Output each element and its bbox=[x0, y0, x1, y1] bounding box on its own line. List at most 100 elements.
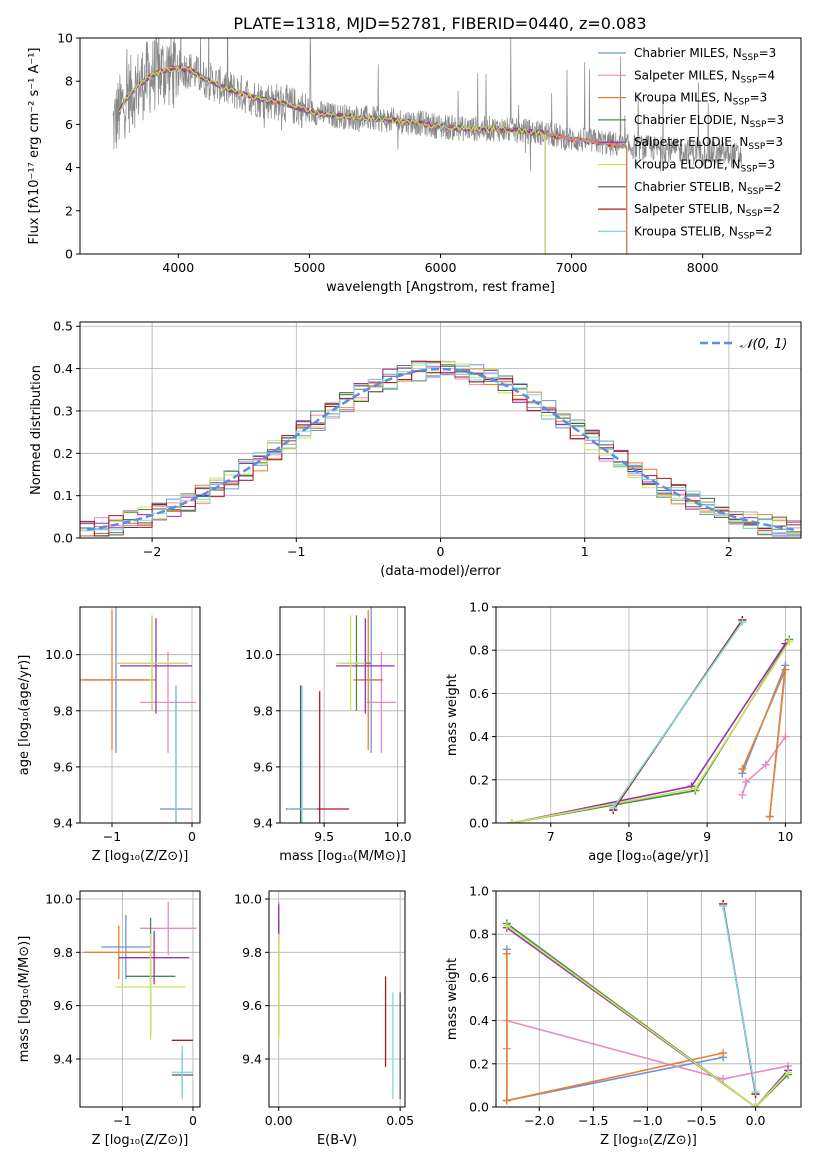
plot-age_z bbox=[80, 607, 196, 823]
marker-plus bbox=[719, 1074, 728, 1083]
axes-weight_z: −2.0 −1.5 −1.0 −0.5 0.0 0.0 0.2 0.4 0.6 0.8 1.0 Z [… bbox=[445, 884, 802, 1148]
marker-plus bbox=[738, 618, 747, 627]
chart-age_mass: 9.5 10.0 9.4 9.6 9.8 10.0 mass [log₁₀(M/M⊙)] bbox=[245, 606, 412, 864]
chart-mass_z: −1 0 9.4 9.6 9.8 10.0 Z [log₁₀(Z/Z⊙)] mass [log… bbox=[17, 890, 201, 1148]
series-kroupa_miles bbox=[738, 665, 790, 821]
tick-label-x: 5000 bbox=[294, 260, 326, 275]
series-salpeter_miles bbox=[738, 732, 790, 799]
tick-label-x: 0.05 bbox=[386, 1113, 414, 1128]
marker-plus bbox=[502, 1096, 511, 1105]
marker-plus bbox=[507, 819, 516, 823]
axes-weight_age: 7 8 9 10 0.0 0.2 0.4 0.6 0.8 1.0 age [log₁₀(age/yr… bbox=[445, 600, 802, 864]
grid-residuals bbox=[80, 322, 801, 539]
point-salpeter_miles bbox=[140, 901, 197, 955]
series-line bbox=[612, 621, 744, 809]
point-kroupa_stelib bbox=[171, 1045, 193, 1099]
plot-weight_z bbox=[502, 899, 793, 1107]
point-kroupa_miles bbox=[83, 925, 155, 979]
series-line bbox=[741, 669, 787, 817]
point-salpeter_miles bbox=[366, 651, 397, 753]
marker-plus bbox=[609, 803, 618, 812]
tick-label-x: −1 bbox=[103, 829, 121, 844]
tick-label-y: 6 bbox=[65, 117, 73, 132]
y-axis-label: mass weight bbox=[445, 958, 460, 1040]
marker-plus bbox=[738, 790, 747, 799]
tick-label-x: −1 bbox=[113, 1113, 131, 1128]
tick-label-y: 9.6 bbox=[242, 998, 262, 1013]
marker-plus bbox=[785, 637, 794, 646]
tick-label-y: 9.4 bbox=[242, 1052, 262, 1067]
point-kroupa_miles bbox=[80, 609, 156, 751]
series-chabrier_miles bbox=[502, 945, 728, 1105]
chart-residuals: −2 −1 0 1 2 0.0 0.1 0.2 0.3 0.4 0.5 (data-model)/er… bbox=[29, 319, 802, 579]
grid-weight_z bbox=[496, 890, 801, 1108]
tick-label-y: 0.8 bbox=[469, 643, 489, 658]
legend-entry: 𝒩(0, 1) bbox=[740, 337, 787, 352]
legend: Chabrier MILES, NSSP=3 Salpeter MILES, NS… bbox=[598, 46, 784, 241]
legend-entry: Salpeter MILES, NSSP=4 bbox=[634, 68, 775, 85]
tick-label-y: 9.4 bbox=[253, 816, 273, 831]
legend-entry: Salpeter STELIB, NSSP=2 bbox=[634, 202, 780, 219]
axes-mass_ebv: 0.00 0.05 9.4 9.6 9.8 10.0 E(B-V) bbox=[234, 890, 414, 1148]
marker-plus bbox=[781, 732, 790, 741]
tick-label-y: 1.0 bbox=[469, 600, 489, 615]
marker-plus bbox=[761, 760, 770, 769]
marker-plus bbox=[784, 1068, 793, 1077]
legend-entry: Kroupa ELODIE, NSSP=3 bbox=[634, 158, 775, 175]
tick-label-x: 7000 bbox=[556, 260, 588, 275]
axes-age_z: −1 0 9.4 9.6 9.8 10.0 Z [log₁₀(Z/Z⊙)] age [log₁… bbox=[17, 606, 201, 864]
tick-label-y: 10.0 bbox=[45, 892, 73, 907]
tick-label-x: 0.00 bbox=[265, 1113, 293, 1128]
x-axis-label: mass [log₁₀(M/M⊙)] bbox=[279, 849, 406, 864]
tick-label-y: 10.0 bbox=[245, 647, 273, 662]
tick-label-y: 0.2 bbox=[53, 446, 73, 461]
marker-plus bbox=[502, 921, 511, 930]
grid-age_z bbox=[80, 607, 200, 824]
tick-label-y: 0 bbox=[65, 247, 73, 262]
tick-label-x: 0.0 bbox=[746, 1113, 766, 1128]
plot-age_mass bbox=[285, 607, 397, 823]
tick-label-y: 0.2 bbox=[469, 772, 489, 787]
axes-residuals: −2 −1 0 1 2 0.0 0.1 0.2 0.3 0.4 0.5 (data-model)/er… bbox=[29, 319, 802, 579]
chart-mass_ebv: 0.00 0.05 9.4 9.6 9.8 10.0 E(B-V) bbox=[234, 890, 414, 1148]
tick-label-y: 0.8 bbox=[469, 927, 489, 942]
tick-label-x: 8 bbox=[625, 829, 633, 844]
tick-label-x: −2 bbox=[143, 544, 161, 559]
axes-mass_z: −1 0 9.4 9.6 9.8 10.0 Z [log₁₀(Z/Z⊙)] mass [log… bbox=[17, 890, 201, 1148]
y-axis-label: Flux [fλ10⁻¹⁷ erg cm⁻² s⁻¹ A⁻¹] bbox=[27, 48, 42, 245]
tick-label-y: 0.6 bbox=[469, 686, 489, 701]
axes-frame bbox=[279, 606, 406, 824]
marker-plus bbox=[742, 777, 751, 786]
axes-frame bbox=[268, 890, 406, 1108]
tick-label-y: 0.2 bbox=[469, 1056, 489, 1071]
chart-spectrum: 4000 5000 6000 7000 8000 0 2 4 6 8 10 wavelength [A… bbox=[27, 31, 802, 295]
point-kroupa_elodie bbox=[115, 933, 186, 1041]
series-line bbox=[741, 736, 787, 796]
x-axis-label: E(B-V) bbox=[317, 1133, 357, 1148]
tick-label-x: −1.5 bbox=[578, 1113, 608, 1128]
marker-plus bbox=[719, 1049, 728, 1057]
x-axis-label: age [log₁₀(age/yr)] bbox=[588, 849, 709, 864]
series-kroupa_stelib bbox=[609, 618, 747, 812]
observed-spectrum bbox=[112, 38, 743, 172]
tick-label-y: 9.6 bbox=[53, 998, 73, 1013]
gaussian-curve bbox=[87, 367, 794, 531]
marker-plus bbox=[719, 902, 728, 911]
tick-label-y: 2 bbox=[65, 203, 73, 218]
tick-label-x: 6000 bbox=[425, 260, 457, 275]
tick-label-y: 0.5 bbox=[53, 319, 73, 334]
legend-entry: Chabrier MILES, NSSP=3 bbox=[634, 46, 776, 63]
tick-label-y: 9.6 bbox=[53, 759, 73, 774]
point-salpeter_elodie bbox=[118, 931, 190, 985]
legend-entry: Salpeter ELODIE, NSSP=3 bbox=[634, 135, 783, 152]
tick-label-x: 0 bbox=[437, 544, 445, 559]
legend-entry: Kroupa MILES, NSSP=3 bbox=[634, 91, 767, 108]
tick-label-y: 8 bbox=[65, 74, 73, 89]
tick-label-y: 9.4 bbox=[53, 816, 73, 831]
series-kroupa_stelib bbox=[719, 902, 760, 1096]
y-axis-label: mass [log₁₀(M/M⊙)] bbox=[17, 936, 32, 1063]
plot-weight_age bbox=[507, 615, 794, 823]
tick-label-y: 9.8 bbox=[53, 703, 73, 718]
